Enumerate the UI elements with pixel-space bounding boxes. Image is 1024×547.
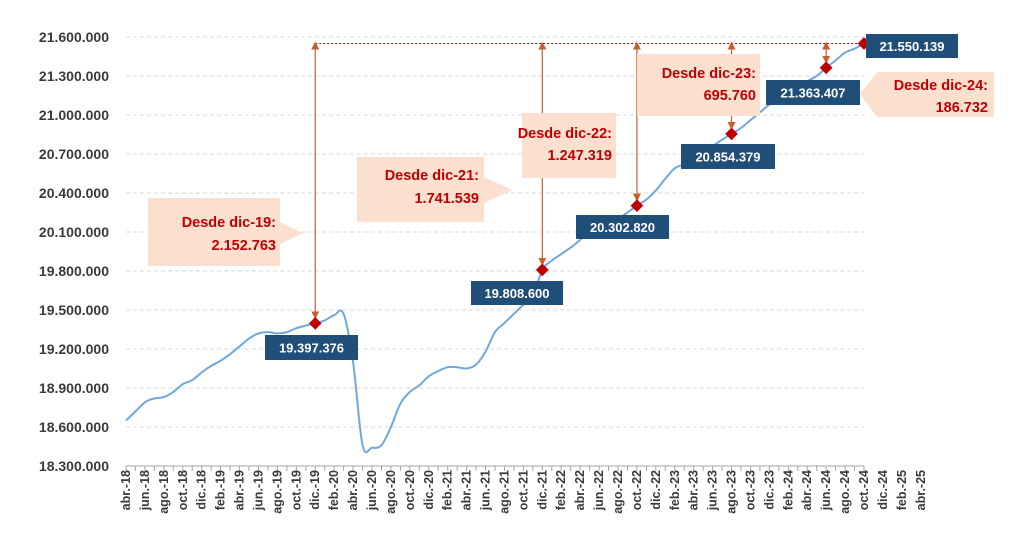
x-axis: abr.-18 jun.-18 ago.-18 oct.-18 dic.-18 feb.-…: [119, 465, 928, 514]
x-tick-label: ago.-23: [725, 470, 739, 514]
x-tick-label: abr.-19: [233, 470, 247, 510]
y-tick-label: 21.300.000: [39, 68, 109, 84]
value-label-box: [766, 80, 860, 105]
data-marker: [630, 199, 644, 212]
x-tick-label: ago.-20: [384, 470, 398, 514]
x-tick-label: feb.-25: [895, 470, 909, 510]
x-tick-label: dic.-18: [195, 470, 209, 510]
x-tick-label: oct.-18: [176, 470, 190, 510]
x-tick-label: oct.-20: [403, 470, 417, 510]
annotation-title: Desde dic-19:: [182, 215, 276, 231]
annotation-title: Desde dic-22:: [518, 126, 612, 142]
x-tick-label: ago.-22: [611, 470, 625, 514]
x-tick-label: oct.-19: [289, 470, 303, 510]
x-tick-label: dic.-20: [422, 470, 436, 510]
value-label-box: [681, 144, 775, 169]
x-tick-label: jun.-20: [365, 470, 379, 511]
y-tick-label: 18.900.000: [39, 380, 109, 396]
annotation-value: 695.760: [704, 88, 756, 104]
series-line: [125, 42, 865, 454]
annotation-value: 2.152.763: [211, 238, 276, 254]
x-tick-label: feb.-23: [668, 470, 682, 510]
x-tick-label: dic.-21: [535, 470, 549, 510]
x-tick-label: jun.-24: [819, 470, 833, 511]
annotation-callout: [357, 157, 512, 222]
x-tick-label: abr.-21: [460, 470, 474, 510]
value-label-text: 20.302.820: [590, 220, 655, 235]
y-tick-label: 21.000.000: [39, 107, 109, 123]
annotation-value: 1.741.539: [414, 191, 479, 207]
x-tick-label: abr.-22: [573, 470, 587, 510]
value-label-text: 21.550.139: [879, 39, 944, 54]
annotation-callout: [860, 72, 994, 117]
value-label-text: 21.363.407: [780, 86, 845, 101]
y-tick-label: 19.500.000: [39, 302, 109, 318]
value-label-text: 20.854.379: [695, 150, 760, 165]
annotation-value: 1.247.319: [547, 148, 612, 164]
value-label-box: [576, 215, 669, 239]
x-tick-label: abr.-20: [346, 470, 360, 510]
x-tick-label: ago.-21: [497, 470, 511, 514]
x-tick-label: jun.-21: [479, 470, 493, 511]
x-tick-label: abr.-18: [119, 470, 133, 510]
x-tick-label: oct.-21: [516, 470, 530, 510]
y-tick-label: 21.600.000: [39, 29, 109, 45]
annotation-callout: [522, 113, 616, 178]
annotation-value: 186.732: [936, 100, 988, 116]
x-tick-label: oct.-24: [857, 470, 871, 510]
y-tick-label: 18.300.000: [39, 458, 109, 474]
y-axis: 18.300.000 18.600.000 18.900.000 19.200.000…: [39, 29, 109, 474]
annotation-callout: [637, 54, 760, 116]
value-label-box: [866, 34, 958, 58]
value-label-box: [471, 281, 563, 305]
annotations: Desde dic-19: 2.152.763 Desde dic-21: 1.741…: [148, 54, 994, 266]
value-label-text: 19.808.600: [484, 286, 549, 301]
x-tick-label: dic.-19: [308, 470, 322, 510]
x-tick-label: abr.-24: [800, 470, 814, 510]
data-marker: [725, 127, 738, 141]
annotation-title: Desde dic-23:: [662, 66, 756, 82]
x-tick-label: feb.-20: [327, 470, 341, 510]
annotation-callout: [148, 198, 303, 266]
x-tick-label: dic.-23: [762, 470, 776, 510]
x-tick-label: abr.-25: [914, 470, 928, 510]
x-tick-label: feb.-24: [781, 470, 795, 510]
data-marker: [308, 316, 322, 330]
y-tick-label: 20.700.000: [39, 146, 109, 162]
x-tick-label: dic.-22: [649, 470, 663, 510]
x-tick-label: ago.-19: [270, 470, 284, 514]
y-tick-label: 20.400.000: [39, 185, 109, 201]
x-tick-label: feb.-19: [214, 470, 228, 510]
value-label-box: [265, 335, 358, 360]
x-tick-label: feb.-22: [554, 470, 568, 510]
x-tick-label: jun.-18: [138, 470, 152, 511]
x-tick-label: dic.-24: [876, 470, 890, 510]
x-tick-label: jun.-22: [592, 470, 606, 511]
value-label-text: 19.397.376: [279, 341, 344, 356]
annotation-title: Desde dic-21:: [385, 168, 479, 184]
x-tick-label: ago.-18: [157, 470, 171, 514]
x-tick-label: oct.-23: [743, 470, 757, 510]
x-tick-label: abr.-23: [687, 470, 701, 510]
employment-series-line: [125, 42, 865, 454]
y-tick-label: 20.100.000: [39, 224, 109, 240]
x-tick-label: ago.-24: [838, 470, 852, 514]
x-tick-label: oct.-22: [630, 470, 644, 510]
x-tick-label: jun.-19: [251, 470, 265, 511]
x-tick-label: feb.-21: [441, 470, 455, 510]
y-tick-label: 18.600.000: [39, 419, 109, 435]
x-tick-label: jun.-23: [706, 470, 720, 511]
y-tick-label: 19.200.000: [39, 341, 109, 357]
value-labels: 19.397.376 19.808.600 20.302.820 20.854.379…: [265, 34, 958, 360]
annotation-title: Desde dic-24:: [894, 78, 988, 94]
y-tick-label: 19.800.000: [39, 263, 109, 279]
